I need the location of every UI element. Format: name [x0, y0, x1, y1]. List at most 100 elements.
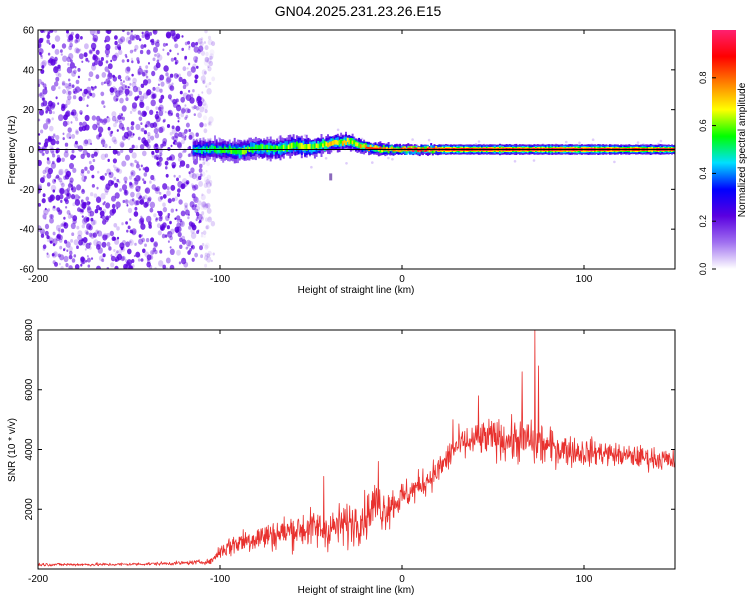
- noise-speck: [90, 192, 94, 197]
- noise-speck: [105, 202, 111, 209]
- noise-speck: [85, 231, 89, 236]
- noise-speck: [131, 144, 135, 149]
- noise-speck: [81, 125, 87, 131]
- noise-speck: [199, 219, 202, 223]
- noise-speck: [95, 123, 100, 129]
- noise-speck: [44, 166, 50, 173]
- noise-speck: [201, 69, 207, 76]
- noise-speck: [176, 177, 179, 182]
- noise-speck: [96, 120, 101, 125]
- spectrogram-x-label: Height of straight line (km): [298, 285, 415, 296]
- noise-speck: [68, 246, 73, 252]
- noise-speck: [182, 66, 187, 72]
- noise-speck: [104, 143, 108, 149]
- noise-speck: [91, 184, 95, 188]
- noise-speck: [78, 96, 83, 102]
- noise-speck: [202, 100, 207, 107]
- noise-speck: [636, 141, 640, 144]
- noise-speck: [179, 165, 182, 168]
- noise-speck: [58, 177, 63, 183]
- noise-speck: [50, 138, 56, 146]
- noise-speck: [81, 189, 86, 195]
- noise-speck: [90, 142, 93, 146]
- noise-speck: [128, 40, 132, 45]
- noise-speck: [132, 85, 138, 93]
- noise-speck: [196, 216, 199, 219]
- noise-speck: [185, 107, 190, 114]
- noise-speck: [139, 144, 145, 150]
- noise-speck: [81, 215, 84, 218]
- noise-speck: [134, 159, 137, 163]
- noise-speck: [131, 264, 135, 268]
- noise-speck: [118, 249, 123, 255]
- noise-speck: [190, 183, 194, 187]
- noise-speck: [96, 265, 101, 269]
- noise-speck: [66, 30, 69, 34]
- noise-speck: [73, 239, 79, 246]
- noise-speck: [95, 74, 100, 80]
- noise-speck: [125, 241, 130, 248]
- noise-speck: [165, 173, 169, 178]
- signal-cell: [343, 139, 346, 144]
- noise-speck: [85, 259, 88, 263]
- noise-speck: [156, 52, 161, 58]
- noise-speck: [207, 35, 212, 40]
- noise-speck: [103, 105, 106, 108]
- noise-speck: [180, 96, 185, 103]
- noise-speck: [116, 226, 120, 231]
- noise-speck: [53, 133, 56, 137]
- noise-speck: [178, 199, 183, 205]
- noise-speck: [81, 175, 87, 182]
- noise-speck: [199, 122, 204, 128]
- noise-speck: [138, 234, 142, 238]
- noise-speck: [208, 116, 214, 124]
- noise-speck: [109, 230, 115, 237]
- signal-cell: [325, 141, 328, 147]
- noise-speck: [200, 37, 204, 41]
- noise-speck: [193, 55, 199, 63]
- noise-speck: [143, 111, 147, 117]
- noise-speck: [157, 54, 163, 61]
- snr-y-label: SNR (10 * v/v): [7, 418, 18, 482]
- noise-speck: [38, 159, 42, 167]
- noise-speck: [174, 132, 179, 139]
- noise-speck: [139, 49, 144, 55]
- noise-speck: [44, 223, 50, 230]
- noise-speck: [209, 53, 215, 59]
- noise-speck: [204, 109, 208, 114]
- noise-speck: [85, 196, 90, 202]
- noise-speck: [76, 245, 79, 249]
- noise-speck: [173, 73, 176, 76]
- signal-cell: [266, 145, 269, 153]
- signal-cell: [363, 143, 366, 148]
- noise-speck: [202, 103, 208, 110]
- noise-speck: [129, 240, 132, 244]
- x-tick-label: 100: [576, 274, 593, 285]
- noise-speck: [159, 249, 163, 254]
- noise-speck: [61, 43, 67, 49]
- noise-speck: [114, 166, 118, 172]
- noise-speck: [84, 248, 87, 251]
- noise-speck: [49, 240, 53, 244]
- noise-speck: [201, 231, 204, 235]
- noise-speck: [56, 233, 62, 240]
- noise-speck: [144, 251, 149, 258]
- noise-speck: [153, 242, 158, 248]
- noise-speck: [166, 157, 169, 161]
- noise-speck: [129, 49, 133, 54]
- noise-speck: [205, 224, 210, 230]
- noise-speck: [196, 65, 199, 69]
- noise-speck: [169, 73, 174, 78]
- noise-speck: [197, 200, 202, 206]
- noise-speck: [188, 213, 190, 217]
- noise-speck: [54, 56, 58, 62]
- noise-speck: [99, 210, 105, 217]
- noise-speck: [118, 49, 123, 55]
- noise-speck: [182, 178, 188, 185]
- noise-speck: [162, 119, 165, 123]
- noise-speck: [103, 81, 106, 84]
- noise-speck: [162, 194, 167, 199]
- noise-speck: [194, 59, 198, 63]
- noise-speck: [74, 39, 78, 44]
- noise-speck: [78, 196, 81, 199]
